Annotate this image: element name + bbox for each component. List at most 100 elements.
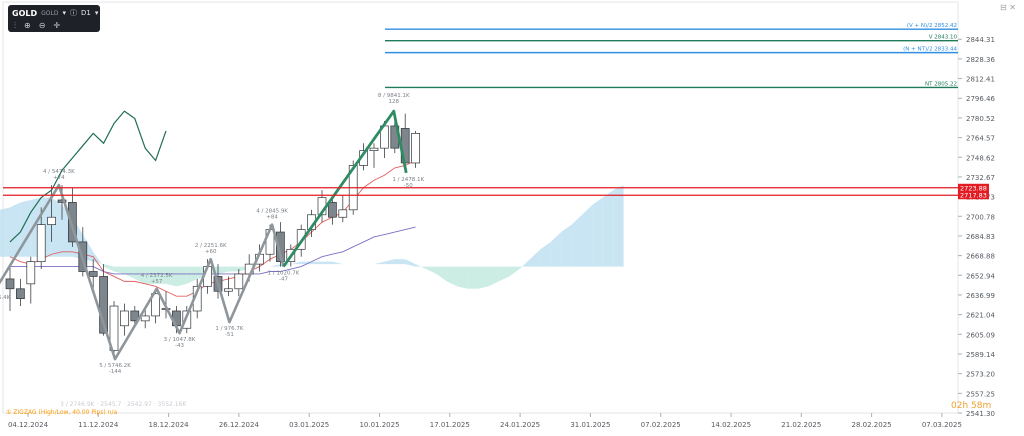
impulse-line	[282, 109, 408, 268]
candle	[140, 315, 150, 322]
cloud-segment	[415, 264, 426, 270]
zoom-out-icon[interactable]: ⊖	[38, 21, 46, 30]
timeframe-chevron-icon[interactable]: ▾	[94, 9, 99, 17]
info-icon[interactable]: ⓘ	[69, 9, 77, 17]
zoom-in-icon[interactable]: ⊕	[24, 21, 31, 30]
zigzag-label: 3 / 1047.8K	[164, 337, 196, 343]
y-tick-label: 2605.09	[966, 331, 995, 339]
zigzag-label: 4 / 2372.5K	[141, 273, 173, 279]
cloud-segment	[519, 259, 530, 270]
candle	[109, 305, 119, 351]
y-tick-label: 2764.57	[966, 135, 995, 143]
candle	[234, 273, 244, 290]
x-tick-label: 17.01.2025	[430, 421, 470, 429]
zigzag-sub: -47	[279, 277, 288, 283]
cloud-segment	[540, 241, 551, 267]
cloud-segment	[550, 232, 562, 267]
y-tick-label: 2844.31	[966, 36, 995, 44]
kijun-line	[10, 226, 416, 275]
y-tick-label: 2780.52	[966, 115, 995, 123]
candle	[120, 310, 129, 327]
chevron-down-icon[interactable]: ▾	[62, 9, 66, 17]
timeframe-selector[interactable]: D1	[80, 9, 91, 17]
y-tick-label: 2748.62	[966, 154, 995, 162]
red-level-tag	[958, 183, 989, 192]
cloud-segment	[488, 266, 499, 287]
x-tick-label: 03.01.2025	[289, 421, 329, 429]
candle	[88, 271, 98, 277]
tenkan-line	[9, 160, 416, 297]
candle	[224, 288, 233, 292]
y-tick-label: 2541.30	[966, 410, 995, 418]
cloud-segment	[426, 266, 437, 274]
cloud-segment	[384, 259, 395, 265]
y-tick-label: 2828.36	[966, 56, 995, 64]
candle	[36, 224, 46, 262]
cloud-segment	[394, 259, 406, 265]
cloud-segment	[114, 266, 125, 274]
cloud-segment	[332, 261, 343, 265]
symbol-name: GOLD	[12, 8, 38, 18]
cloud-segment	[124, 266, 135, 279]
y-tick-label: 2684.83	[966, 233, 995, 241]
cloud-segment	[467, 266, 478, 289]
zigzag-label: 5 / 5746.2K	[99, 363, 131, 369]
zigzag-sub: +84	[266, 215, 278, 221]
cloud-segment	[571, 214, 582, 267]
crosshair-icon[interactable]: ✛	[53, 21, 61, 30]
y-tick-label: 2573.20	[966, 371, 995, 379]
x-tick-label: 07.02.2025	[641, 421, 681, 429]
legend-faded: 3 / 2746.9K · 2545.7 · 2542.97 · 3552.16…	[60, 401, 187, 408]
cloud-segment	[218, 266, 229, 274]
red-level-label: 2717.83	[960, 192, 987, 200]
target-level-label: (V + N)/2 2852.42	[907, 23, 957, 29]
cloud-segment	[176, 266, 187, 287]
cloud-segment	[457, 266, 468, 289]
cloud-segment	[155, 266, 166, 284]
impulse-sub: 128	[389, 99, 400, 105]
cloud-segment	[561, 224, 572, 267]
x-tick-label: 10.01.2025	[359, 421, 399, 429]
candle	[68, 202, 77, 243]
chikou-line	[9, 110, 167, 243]
y-tick-label: 2557.25	[966, 390, 995, 398]
window-controls-icon[interactable]: ⊟ ✕	[1000, 3, 1016, 12]
cloud-segment	[145, 266, 156, 284]
cloud-segment	[186, 266, 198, 284]
symbol-selector[interactable]: GOLD GOLD ▾ ⓘ D1 ▾	[12, 8, 98, 18]
zigzag-label: 5 / 4706.4K	[0, 295, 11, 301]
target-level-label: NT 2805.22	[925, 81, 957, 87]
candle	[182, 310, 192, 329]
chart-toolbar: GOLD GOLD ▾ ⓘ D1 ▾ ⫶ ⊕ ⊖ ✛	[8, 5, 100, 32]
y-tick-label: 2700.78	[966, 213, 995, 221]
candle	[47, 216, 56, 225]
impulse-label: 1 / 2478.1K	[392, 177, 424, 183]
zigzag-label: 4 / 2845.9K	[256, 209, 288, 215]
cloud-segment	[613, 185, 624, 267]
y-tick-label: 2636.99	[966, 292, 995, 300]
x-tick-label: 28.02.2025	[852, 421, 892, 429]
cloud-segment	[582, 204, 593, 267]
target-level-label: V 2843.10	[929, 35, 958, 41]
y-tick-label: 2812.41	[966, 76, 995, 84]
candle	[26, 261, 36, 285]
cloud-segment	[530, 249, 541, 267]
x-tick-label: 24.01.2025	[500, 421, 540, 429]
target-level-label: (N + NT)/2 2833.44	[903, 47, 957, 53]
red-level-label: 2723.88	[960, 184, 987, 192]
candle	[338, 209, 348, 218]
zigzag-label: 4 / 5474.3K	[43, 169, 75, 175]
x-tick-label: 31.01.2025	[570, 421, 610, 429]
impulse-sub: -50	[404, 183, 413, 189]
cloud-segment	[405, 259, 416, 267]
indicators-icon[interactable]: ⫶	[14, 21, 16, 30]
y-tick-label: 2652.94	[966, 272, 995, 280]
x-tick-label: 14.02.2025	[711, 421, 751, 429]
cloud-segment	[498, 266, 510, 282]
symbol-sub: GOLD	[41, 9, 59, 17]
zigzag-legend: ① ZIGZAG (High/Low, 40.00 Pips) n/a	[6, 409, 118, 416]
cloud-segment	[592, 197, 603, 267]
cloud-segment	[51, 197, 62, 257]
